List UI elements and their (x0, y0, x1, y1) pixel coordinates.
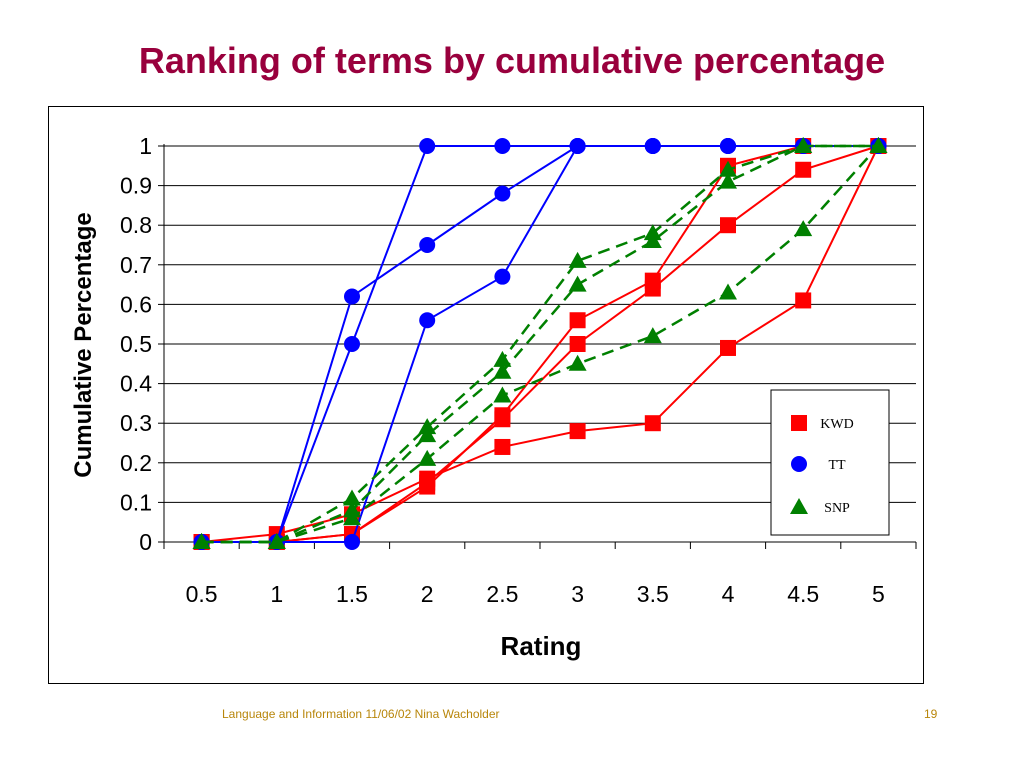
data-point-snp (719, 172, 737, 189)
chart-svg: 0 0.1 0.2 0.3 0.4 0.5 0.6 0.7 0.8 0.9 1 0.5 1 1.5 2 2.5… (70, 133, 917, 661)
legend-box (770, 389, 890, 536)
data-point-tt (344, 288, 360, 305)
data-point-snp (267, 533, 286, 549)
x-tick-label: 4.5 (787, 581, 819, 607)
y-tick-label: 0.6 (120, 291, 152, 317)
page-number: 19 (924, 707, 938, 721)
data-point-tt (494, 138, 511, 154)
data-point-kwd (419, 478, 436, 495)
x-tick-label: 2 (421, 581, 434, 607)
x-tick-label: 3 (571, 581, 584, 607)
legend-label-tt: TT (828, 458, 846, 473)
data-point-tt (494, 268, 511, 285)
data-point-snp (418, 418, 437, 435)
data-point-tt (344, 336, 360, 352)
data-point-snp (719, 283, 737, 300)
series-lines (192, 137, 888, 550)
series-line-tt (201, 145, 879, 543)
legend-marker-kwd (791, 415, 807, 431)
data-point-snp (869, 137, 888, 153)
data-point-kwd (569, 312, 586, 329)
y-tick-label: 0.5 (120, 331, 152, 357)
legend-label-snp: SNP (824, 501, 850, 516)
data-point-snp (568, 354, 587, 371)
data-point-snp (343, 501, 361, 518)
x-tick-label: 4 (722, 581, 735, 607)
data-point-snp (794, 137, 813, 153)
data-point-snp (192, 533, 211, 549)
data-point-snp (493, 362, 512, 379)
footer-text: Language and Information 11/06/02 Nina W… (222, 707, 500, 721)
data-point-tt (720, 138, 736, 154)
data-point-snp (794, 220, 813, 237)
x-axis-title: Rating (501, 631, 582, 661)
data-point-tt (419, 312, 436, 329)
data-point-kwd (494, 407, 511, 424)
chart-frame: 0 0.1 0.2 0.3 0.4 0.5 0.6 0.7 0.8 0.9 1 0.5 1 1.5 2 2.5… (48, 106, 924, 684)
x-tick-label: 1 (270, 581, 283, 607)
y-tick-label: 0.7 (120, 252, 152, 278)
data-point-snp (493, 350, 512, 367)
data-point-kwd (569, 423, 586, 440)
x-tick-label: 1.5 (336, 581, 368, 607)
slide-title: Ranking of terms by cumulative percentag… (138, 40, 886, 81)
data-point-tt (494, 185, 511, 202)
data-point-kwd (720, 217, 736, 234)
y-tick-label: 0 (139, 529, 152, 555)
series-line-kwd (201, 145, 880, 543)
data-point-snp (568, 275, 587, 292)
data-point-tt (419, 237, 436, 253)
x-tick-label: 5 (872, 581, 885, 607)
data-point-snp (719, 160, 737, 177)
legend-marker-snp (790, 498, 808, 514)
series-line-kwd (201, 145, 879, 543)
data-point-kwd (644, 415, 661, 432)
data-point-snp (493, 386, 512, 403)
series-line-snp (201, 144, 879, 544)
y-axis-title: Cumulative Percentage (70, 212, 97, 477)
axis-titles: Rating Cumulative Percentage (70, 212, 581, 661)
data-point-tt (344, 534, 360, 550)
data-point-kwd (569, 336, 586, 352)
data-point-snp (568, 251, 587, 268)
data-point-snp (418, 449, 437, 466)
x-tick-label: 2.5 (486, 581, 518, 607)
axes (158, 144, 917, 549)
data-point-kwd (795, 292, 812, 309)
series-snp (192, 137, 888, 549)
data-point-tt (569, 138, 586, 154)
legend: KWD TT SNP (770, 389, 890, 536)
y-tick-label: 0.4 (120, 371, 152, 397)
data-point-kwd (720, 339, 736, 356)
data-point-snp (343, 489, 361, 506)
y-tick-label: 0.2 (120, 450, 152, 476)
y-tick-label: 0.9 (120, 173, 152, 199)
series-line-snp (201, 145, 880, 544)
data-point-kwd (494, 438, 511, 455)
y-tick-label: 0.1 (120, 489, 152, 515)
data-point-snp (643, 224, 662, 241)
y-tick-label: 0.8 (120, 212, 152, 238)
x-tick-label: 3.5 (637, 581, 669, 607)
data-point-snp (643, 327, 662, 344)
x-tick-label: 0.5 (186, 581, 218, 607)
y-tick-label: 1 (139, 133, 152, 159)
tick-labels: 0 0.1 0.2 0.3 0.4 0.5 0.6 0.7 0.8 0.9 1 0.5 1 1.5 2 2.5… (120, 133, 885, 607)
series-line-snp (201, 144, 879, 544)
data-point-tt (419, 138, 436, 154)
y-tick-label: 0.3 (120, 410, 152, 436)
legend-label-kwd: KWD (820, 417, 853, 432)
data-point-kwd (644, 272, 661, 289)
legend-marker-tt (791, 456, 807, 472)
data-point-tt (644, 138, 661, 154)
data-point-kwd (795, 161, 812, 178)
